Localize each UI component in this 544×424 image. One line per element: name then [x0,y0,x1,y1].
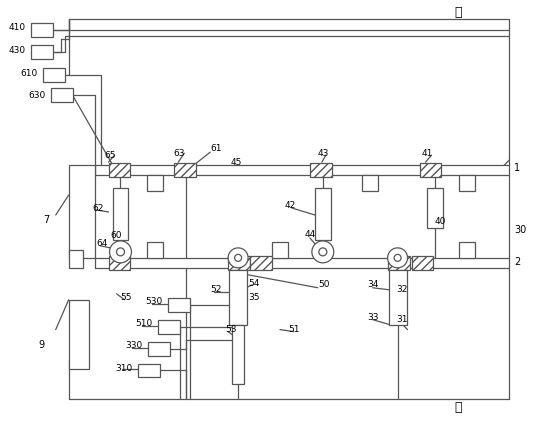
Text: 32: 32 [397,285,408,294]
Bar [51,89,73,102]
Text: 52: 52 [210,285,221,294]
Circle shape [388,248,407,268]
Circle shape [116,248,125,256]
Text: 630: 630 [29,91,46,100]
Bar [419,163,441,177]
Circle shape [228,248,248,268]
Text: 45: 45 [230,158,242,167]
Text: 330: 330 [126,341,143,350]
Text: 44: 44 [305,230,316,240]
Text: 35: 35 [248,293,259,302]
Text: 41: 41 [422,149,433,158]
Bar [69,250,83,268]
Text: 33: 33 [368,313,379,322]
Text: 63: 63 [174,149,185,158]
Bar [31,22,53,36]
Bar [147,242,163,258]
Bar [113,188,128,240]
Text: 42: 42 [285,201,296,209]
Text: 2: 2 [514,257,521,267]
Bar [43,68,65,82]
Text: 54: 54 [248,279,259,288]
Text: 430: 430 [9,46,26,55]
Bar [232,325,244,385]
Bar [149,342,170,356]
Text: 43: 43 [318,149,329,158]
Circle shape [394,254,401,261]
Bar [388,270,406,325]
Text: 310: 310 [115,364,133,373]
Bar [310,163,332,177]
Text: 610: 610 [21,69,38,78]
Bar [362,175,378,191]
Circle shape [234,254,242,261]
Bar [147,175,163,191]
Text: 61: 61 [210,144,222,153]
Bar [459,175,475,191]
Bar [388,256,410,270]
Bar [315,188,331,240]
Text: 62: 62 [92,204,104,212]
Bar [412,256,434,270]
Text: 1: 1 [514,163,520,173]
Bar [250,256,272,270]
Text: 510: 510 [135,319,153,328]
Text: 50: 50 [318,280,329,289]
Text: 53: 53 [225,325,237,334]
Text: 40: 40 [435,218,446,226]
Bar [109,163,131,177]
Text: 前: 前 [454,401,462,414]
Text: 64: 64 [97,240,108,248]
Text: 51: 51 [288,325,299,334]
Circle shape [312,241,334,263]
Text: 60: 60 [110,232,122,240]
Bar [31,45,53,59]
Text: 后: 后 [454,6,462,19]
Text: 65: 65 [104,151,116,160]
Circle shape [109,241,132,263]
Bar [459,242,475,258]
Bar [109,256,131,270]
Bar [428,188,443,228]
Bar [272,242,288,258]
Text: 55: 55 [121,293,132,302]
Bar [69,300,89,369]
Text: 30: 30 [514,225,527,235]
Text: 31: 31 [397,315,408,324]
Text: 34: 34 [368,280,379,289]
Text: 7: 7 [43,215,49,225]
Bar [168,298,190,312]
Bar [229,270,247,325]
Bar [138,363,160,377]
Circle shape [319,248,327,256]
Text: 9: 9 [39,340,45,349]
Bar [69,165,95,258]
Text: 410: 410 [9,23,26,32]
Bar [158,320,180,334]
Bar [228,256,250,270]
Text: 530: 530 [145,297,163,306]
Bar [174,163,196,177]
